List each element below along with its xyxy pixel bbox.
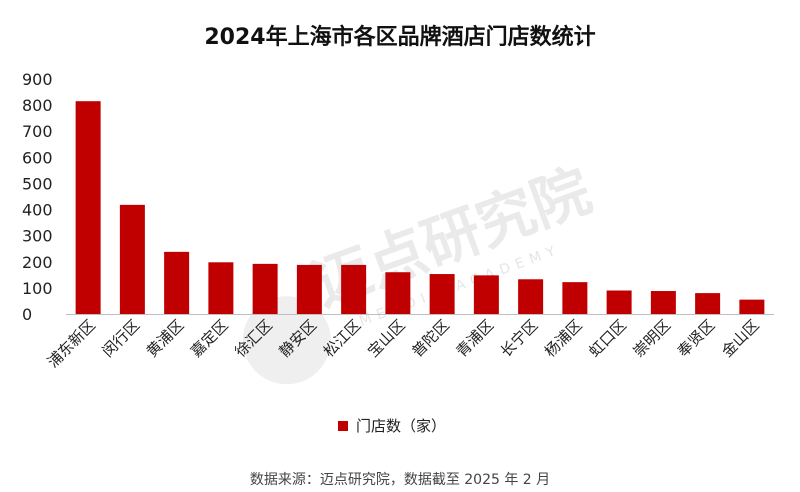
bar (296, 264, 322, 314)
x-tick-label: 长宁区 (497, 316, 542, 361)
y-tick-label: 200 (22, 253, 53, 272)
x-tick-label: 青浦区 (453, 316, 498, 361)
bar (75, 101, 101, 314)
watermark-logo-icon (242, 296, 331, 385)
bar (695, 293, 721, 314)
legend-label: 门店数（家） (356, 417, 446, 435)
y-tick-label: 400 (22, 201, 53, 220)
x-tick-label: 嘉定区 (187, 316, 232, 361)
bar (739, 299, 765, 314)
y-tick-label: 700 (22, 122, 53, 141)
x-tick-label: 普陀区 (408, 316, 453, 361)
watermark: 迈点研究院 MEADIN ACADEMY (242, 156, 600, 385)
y-tick-label: 300 (22, 227, 53, 246)
y-tick-label: 0 (22, 305, 32, 324)
x-tick-label: 奉贤区 (674, 316, 719, 361)
y-tick-label: 900 (22, 70, 53, 89)
legend: 门店数（家） (338, 417, 446, 435)
bar (473, 275, 499, 314)
legend-swatch (338, 421, 348, 431)
bar (650, 291, 676, 314)
bar (252, 263, 278, 314)
y-tick-label: 100 (22, 279, 53, 298)
x-axis: 浦东新区 闵行区 黄浦区 嘉定区 徐汇区 静安区 松江区 宝山区 普陀区 青浦区 长宁区 杨浦区 虹口区… (44, 314, 774, 371)
x-tick-label: 杨浦区 (541, 316, 586, 361)
source-note: 数据来源：迈点研究院，数据截至 2025 年 2 月 (250, 472, 550, 488)
bar (518, 279, 544, 314)
bar (341, 264, 367, 314)
x-tick-label: 虹口区 (585, 316, 630, 361)
bar (119, 204, 145, 314)
plot-area (75, 101, 765, 314)
x-tick-label: 浦东新区 (44, 316, 99, 371)
y-axis: 0 100 200 300 400 500 600 700 800 900 (22, 70, 53, 324)
x-tick-label: 黄浦区 (143, 316, 188, 361)
x-tick-label: 崇明区 (630, 316, 675, 361)
y-tick-label: 800 (22, 96, 53, 115)
y-tick-label: 500 (22, 174, 53, 193)
bar (385, 272, 411, 314)
bar (429, 274, 455, 314)
bar (208, 262, 234, 314)
bar (164, 251, 190, 314)
y-tick-label: 600 (22, 148, 53, 167)
x-tick-label: 闵行区 (99, 316, 144, 361)
bar (562, 282, 588, 314)
chart-title: 2024年上海市各区品牌酒店门店数统计 (204, 24, 595, 50)
bar (606, 290, 632, 314)
x-tick-label: 金山区 (718, 316, 763, 361)
